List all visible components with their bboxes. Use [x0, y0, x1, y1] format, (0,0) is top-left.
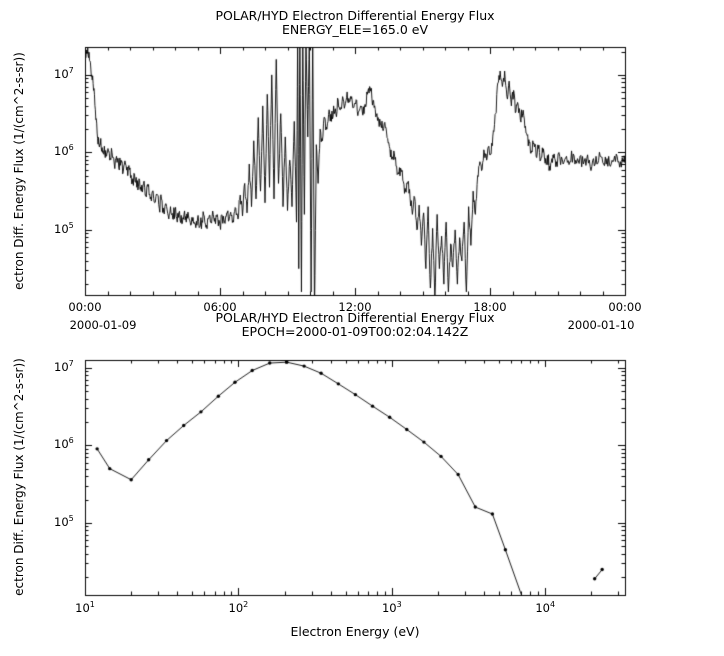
- time-tick-label: 00:00: [68, 300, 102, 314]
- timeseries-title: POLAR/HYD Electron Differential Energy F…: [215, 8, 495, 23]
- time-tick-label: 18:00: [473, 300, 507, 314]
- y-tick-label: 105: [54, 220, 74, 236]
- spectrum-title: POLAR/HYD Electron Differential Energy F…: [215, 310, 495, 325]
- energy-tick-label: 103: [381, 600, 402, 615]
- time-tick-label: 06:00: [203, 300, 237, 314]
- time-tick-label: 12:00: [338, 300, 372, 314]
- y-tick-label: 107: [54, 65, 74, 81]
- timeseries-start-date-label: 2000-01-09: [69, 318, 137, 332]
- timeseries-end-date-label: 2000-01-10: [567, 318, 635, 332]
- spectrum-y-axis-label: ectron Diff. Energy Flux (1/(cm^2-s-sr)): [12, 358, 26, 596]
- timeseries-y-axis-label: ectron Diff. Energy Flux (1/(cm^2-s-sr)): [12, 52, 26, 290]
- energy-tick-label: 102: [228, 600, 249, 615]
- time-tick-label: 00:00: [608, 300, 642, 314]
- energy-tick-label: 104: [535, 600, 556, 615]
- y-tick-label: 107: [54, 358, 74, 374]
- energy-tick-label: 101: [75, 600, 95, 615]
- y-tick-label: 105: [54, 513, 74, 529]
- spectrum-subtitle: EPOCH=2000-01-09T00:02:04.142Z: [241, 324, 469, 339]
- spectrum-x-axis-label: Electron Energy (eV): [290, 624, 420, 639]
- timeseries-subtitle: ENERGY_ELE=165.0 eV: [281, 22, 428, 37]
- y-tick-label: 106: [54, 143, 74, 159]
- y-tick-label: 106: [54, 436, 74, 452]
